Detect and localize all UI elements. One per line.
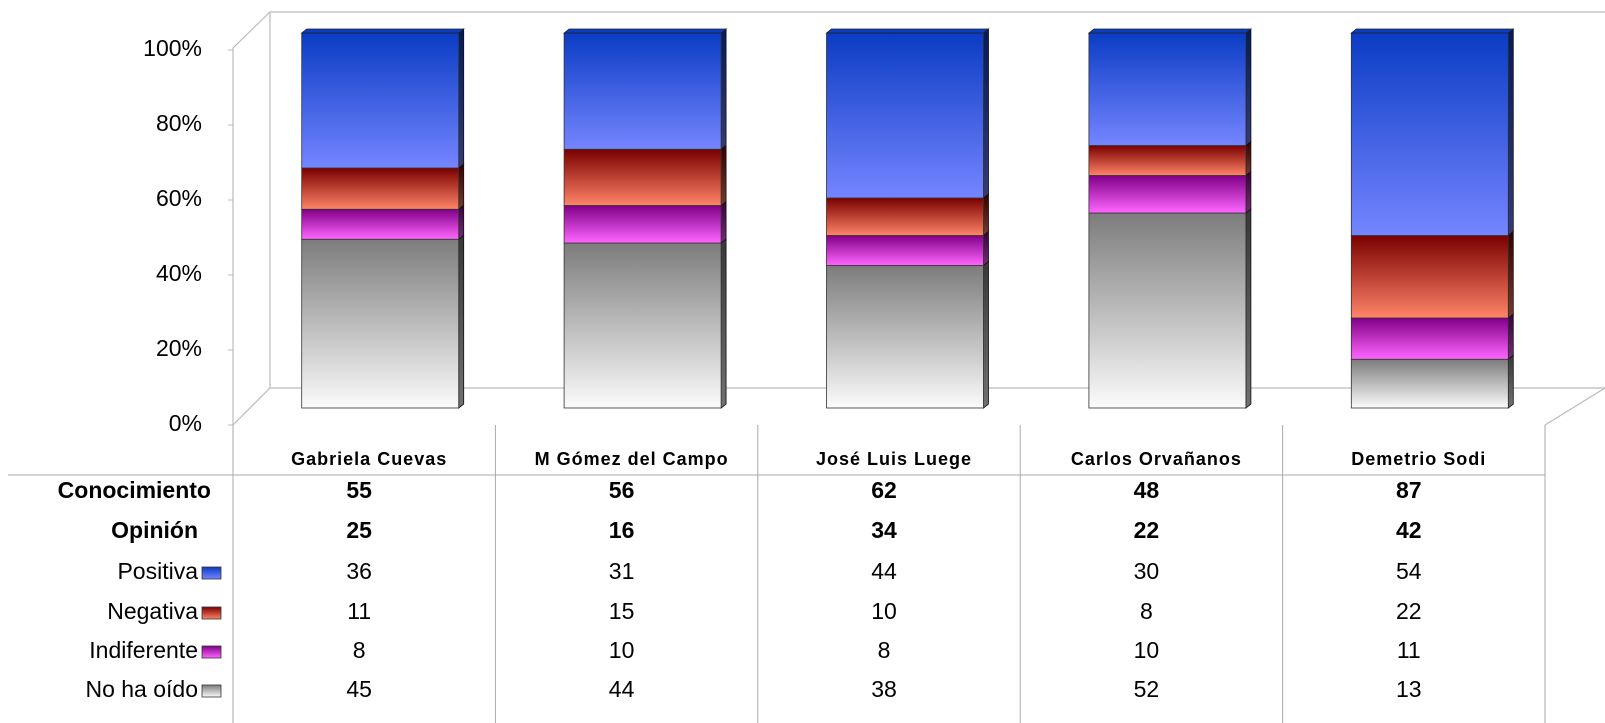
table-cell: 31: [609, 558, 635, 584]
bar: [1350, 317, 1509, 360]
bar-side: [1245, 140, 1252, 177]
x-tick-label: José Luis Luege: [816, 449, 972, 469]
bar: [1350, 32, 1509, 236]
bar: [826, 265, 984, 409]
y-tick-label: 0%: [169, 410, 202, 436]
bar-side: [720, 28, 727, 151]
bar-side: [1245, 208, 1252, 409]
legend-swatch: [201, 684, 222, 698]
table-cell: 42: [1396, 517, 1422, 543]
table-cell: 10: [609, 637, 635, 663]
bar-side: [458, 28, 465, 169]
bar: [1350, 235, 1509, 319]
x-tick-label: Gabriela Cuevas: [291, 449, 447, 469]
table-cell: 52: [1134, 676, 1160, 702]
table-cell: 44: [609, 676, 635, 702]
table-cell: 62: [871, 477, 897, 503]
table-cell: 8: [1140, 598, 1153, 624]
table-cell: 8: [878, 637, 891, 663]
bar-side: [1245, 170, 1252, 214]
x-tick-label: Demetrio Sodi: [1351, 449, 1486, 469]
bar: [1088, 175, 1247, 214]
bar-side: [458, 234, 465, 409]
legend-swatch: [201, 606, 222, 620]
bar: [301, 208, 460, 240]
legend-label: No ha oído: [85, 676, 198, 702]
y-tick-label: 60%: [156, 185, 202, 211]
bar: [563, 242, 722, 409]
bar-side: [458, 163, 465, 211]
bar-side: [983, 230, 989, 267]
bar-side: [983, 28, 989, 199]
table-cell: 87: [1396, 477, 1422, 503]
table-cell: 30: [1134, 558, 1160, 584]
table-cell: 11: [1397, 637, 1421, 663]
y-tick-label: 80%: [156, 110, 202, 136]
bar: [563, 205, 722, 244]
table-cell: 56: [609, 477, 635, 503]
y-tick-label: 100%: [143, 35, 202, 61]
bar: [563, 32, 722, 150]
bar-side: [1507, 313, 1514, 361]
bar-side: [983, 193, 989, 237]
bar-top: [1087, 28, 1253, 34]
table-cell: 36: [346, 558, 372, 584]
legend-label: Indiferente: [89, 637, 198, 663]
legend-label: Positiva: [117, 558, 198, 584]
bar: [563, 148, 722, 206]
legend-swatch: [201, 645, 222, 659]
bar-top: [825, 28, 990, 34]
bar-side: [1507, 354, 1514, 409]
bar-side: [1245, 28, 1252, 147]
table-cell: 34: [871, 517, 897, 543]
bar: [826, 32, 984, 199]
table-cell: 10: [1134, 637, 1160, 663]
bar: [1350, 358, 1509, 409]
table-cell: 10: [871, 598, 897, 624]
bar: [1088, 145, 1247, 176]
table-cell: 55: [346, 477, 372, 503]
y-tick-label: 40%: [156, 260, 202, 286]
x-tick-label: M Gómez del Campo: [535, 449, 729, 469]
table-cell: 8: [353, 637, 366, 663]
bar-side: [1507, 28, 1514, 237]
bar-top: [1350, 28, 1515, 34]
bar: [301, 32, 460, 169]
table-cell: 15: [609, 598, 635, 624]
bar-side: [720, 238, 727, 409]
bar: [826, 235, 984, 266]
table-cell: 22: [1134, 517, 1160, 543]
bar: [301, 238, 460, 409]
table-cell: 16: [609, 517, 635, 543]
table-cell: 44: [871, 558, 897, 584]
table-cell: 45: [346, 676, 372, 702]
table-cell: 38: [871, 676, 897, 702]
table-cell: 11: [347, 598, 371, 624]
table-cell: 48: [1134, 477, 1160, 503]
bar-side: [720, 144, 727, 207]
bar-side: [458, 204, 465, 241]
table-cell: 22: [1396, 598, 1422, 624]
bar-side: [983, 260, 989, 409]
bar: [1088, 212, 1247, 409]
row-label: Opinión: [111, 517, 198, 543]
y-tick-label: 20%: [156, 335, 202, 361]
table-cell: 13: [1396, 676, 1422, 702]
bar-top: [562, 28, 728, 34]
bar-top: [300, 28, 465, 34]
legend-label: Negativa: [107, 598, 198, 624]
bar: [301, 167, 460, 210]
bar: [1088, 32, 1247, 146]
bar: [826, 197, 984, 236]
bar-side: [720, 200, 727, 244]
row-label: Conocimiento: [58, 477, 211, 503]
legend-swatch: [201, 566, 222, 580]
table-cell: 25: [346, 517, 372, 543]
bar-side: [1507, 230, 1514, 319]
x-tick-label: Carlos Orvañanos: [1071, 449, 1242, 469]
table-cell: 54: [1396, 558, 1422, 584]
